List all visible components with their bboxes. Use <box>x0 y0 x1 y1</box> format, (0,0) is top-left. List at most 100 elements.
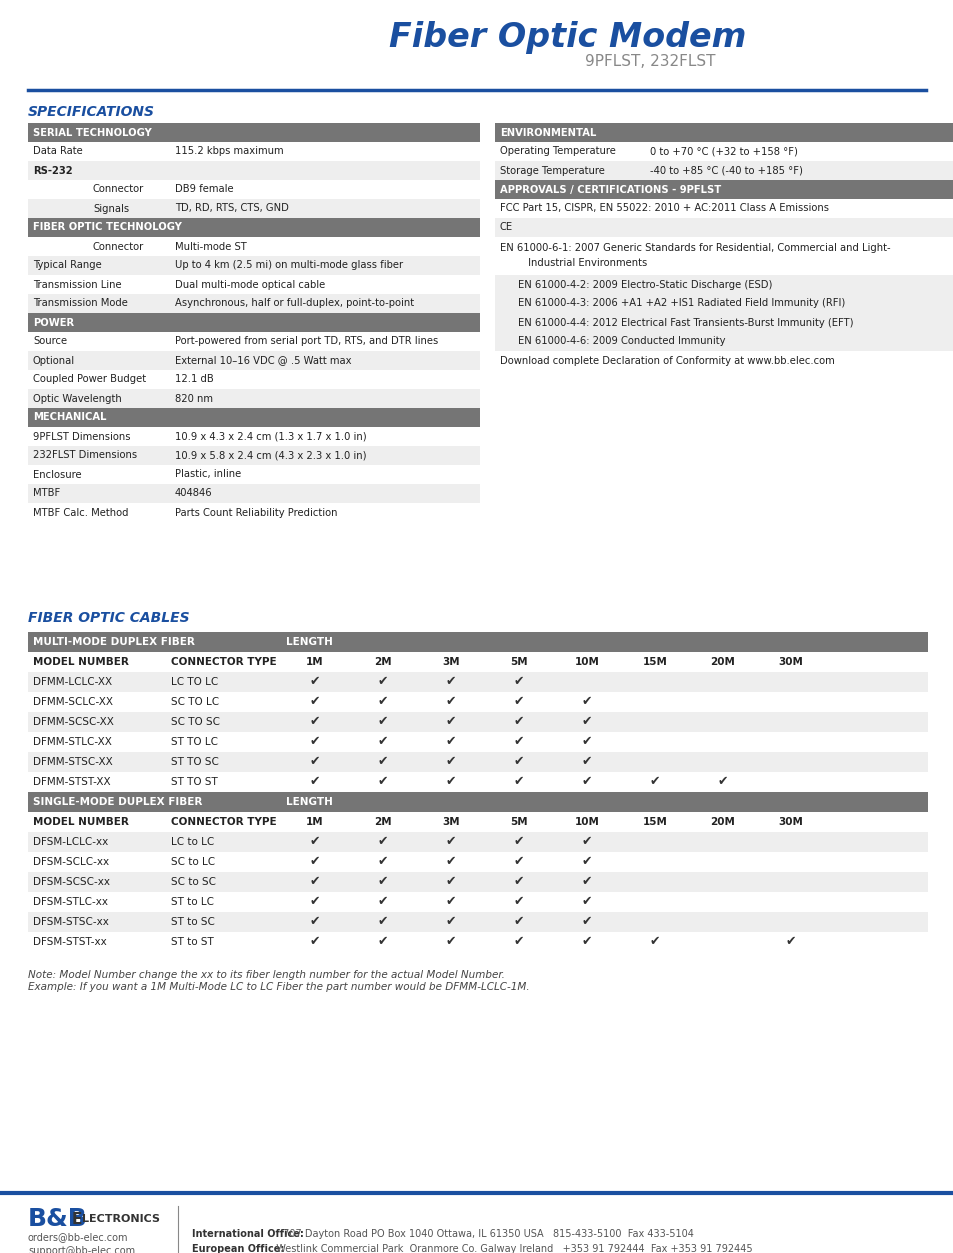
Bar <box>28 732 927 752</box>
Text: External 10–16 VDC @ .5 Watt max: External 10–16 VDC @ .5 Watt max <box>174 356 351 366</box>
Text: 1M: 1M <box>306 657 323 667</box>
Text: DFMM-SCSC-XX: DFMM-SCSC-XX <box>33 717 113 727</box>
Bar <box>495 180 953 199</box>
Text: ✔: ✔ <box>377 836 388 848</box>
Text: Enclosure: Enclosure <box>33 470 82 480</box>
Bar <box>28 408 479 427</box>
Text: 15M: 15M <box>642 657 667 667</box>
Text: POWER: POWER <box>33 317 74 327</box>
Bar <box>28 294 479 313</box>
Text: ✔: ✔ <box>310 736 320 748</box>
Text: Asynchronous, half or full-duplex, point-to-point: Asynchronous, half or full-duplex, point… <box>174 298 414 308</box>
Text: Fiber Optic Modem: Fiber Optic Modem <box>389 21 746 54</box>
Text: ✔: ✔ <box>581 695 592 708</box>
Text: CONNECTOR TYPE: CONNECTOR TYPE <box>171 657 276 667</box>
Text: ✔: ✔ <box>445 916 456 928</box>
Text: DFMM-STST-XX: DFMM-STST-XX <box>33 777 111 787</box>
Text: ✔: ✔ <box>377 736 388 748</box>
Text: ✔: ✔ <box>310 876 320 888</box>
Text: MTBF Calc. Method: MTBF Calc. Method <box>33 507 129 517</box>
Bar <box>28 313 479 332</box>
Text: DFSM-STST-xx: DFSM-STST-xx <box>33 937 107 947</box>
Bar <box>28 712 927 732</box>
Bar <box>28 237 479 256</box>
Text: CE: CE <box>499 223 513 233</box>
Text: MULTI-MODE DUPLEX FIBER: MULTI-MODE DUPLEX FIBER <box>33 637 194 647</box>
Text: EN 61000-4-4: 2012 Electrical Fast Transients-Burst Immunity (EFT): EN 61000-4-4: 2012 Electrical Fast Trans… <box>517 317 853 327</box>
Text: 3M: 3M <box>442 817 459 827</box>
Text: FIBER OPTIC CABLES: FIBER OPTIC CABLES <box>28 611 190 625</box>
Text: ✔: ✔ <box>377 756 388 768</box>
Text: ✔: ✔ <box>310 675 320 688</box>
Text: ✔: ✔ <box>514 776 524 788</box>
Bar <box>28 351 479 370</box>
Text: FIBER OPTIC TECHNOLOGY: FIBER OPTIC TECHNOLOGY <box>33 223 182 233</box>
Text: Transmission Mode: Transmission Mode <box>33 298 128 308</box>
Text: ✔: ✔ <box>377 896 388 908</box>
Text: European Office:: European Office: <box>192 1244 284 1253</box>
Bar <box>28 872 927 892</box>
Text: SINGLE-MODE DUPLEX FIBER: SINGLE-MODE DUPLEX FIBER <box>33 797 202 807</box>
Text: ST TO ST: ST TO ST <box>171 777 217 787</box>
Text: 5M: 5M <box>510 817 527 827</box>
Text: ST to LC: ST to LC <box>171 897 213 907</box>
Text: ✔: ✔ <box>581 876 592 888</box>
Text: Transmission Line: Transmission Line <box>33 279 121 289</box>
Text: DB9 female: DB9 female <box>174 184 233 194</box>
Text: ✔: ✔ <box>581 756 592 768</box>
Bar <box>28 932 927 952</box>
Text: ✔: ✔ <box>581 776 592 788</box>
Text: Plastic, inline: Plastic, inline <box>174 470 241 480</box>
Text: ✔: ✔ <box>377 876 388 888</box>
Text: DFSM-SCSC-xx: DFSM-SCSC-xx <box>33 877 110 887</box>
Text: 3M: 3M <box>442 657 459 667</box>
Text: ✔: ✔ <box>445 695 456 708</box>
Text: ST to ST: ST to ST <box>171 937 213 947</box>
Text: ✔: ✔ <box>514 856 524 868</box>
Text: ✔: ✔ <box>581 736 592 748</box>
Bar <box>28 484 479 502</box>
Text: Up to 4 km (2.5 mi) on multi-mode glass fiber: Up to 4 km (2.5 mi) on multi-mode glass … <box>174 261 403 271</box>
Text: DFMM-SCLC-XX: DFMM-SCLC-XX <box>33 697 112 707</box>
Text: 9PFLST Dimensions: 9PFLST Dimensions <box>33 431 131 441</box>
Text: 5M: 5M <box>510 657 527 667</box>
Text: 20M: 20M <box>710 817 735 827</box>
Text: DFSM-STLC-xx: DFSM-STLC-xx <box>33 897 108 907</box>
Text: MECHANICAL: MECHANICAL <box>33 412 107 422</box>
Text: MTBF: MTBF <box>33 489 60 499</box>
Text: Coupled Power Budget: Coupled Power Budget <box>33 375 146 385</box>
Text: LENGTH: LENGTH <box>286 637 333 647</box>
Text: SERIAL TECHNOLOGY: SERIAL TECHNOLOGY <box>33 128 152 138</box>
Text: MODEL NUMBER: MODEL NUMBER <box>33 657 129 667</box>
Bar <box>28 652 927 672</box>
Text: ✔: ✔ <box>445 836 456 848</box>
Text: DFMM-STSC-XX: DFMM-STSC-XX <box>33 757 112 767</box>
Text: 10M: 10M <box>574 657 598 667</box>
Text: ✔: ✔ <box>377 715 388 728</box>
Text: EN 61000-4-6: 2009 Conducted Immunity: EN 61000-4-6: 2009 Conducted Immunity <box>517 337 724 347</box>
Text: International Office:: International Office: <box>192 1229 304 1239</box>
Text: ✔: ✔ <box>377 695 388 708</box>
Bar <box>28 792 927 812</box>
Bar <box>495 160 953 180</box>
Text: MODEL NUMBER: MODEL NUMBER <box>33 817 129 827</box>
Bar <box>28 160 479 180</box>
Text: ✔: ✔ <box>445 715 456 728</box>
Text: ✔: ✔ <box>310 836 320 848</box>
Text: Port-powered from serial port TD, RTS, and DTR lines: Port-powered from serial port TD, RTS, a… <box>174 337 437 347</box>
Bar <box>28 199 479 218</box>
Text: E: E <box>71 1212 82 1227</box>
Text: 12.1 dB: 12.1 dB <box>174 375 213 385</box>
Text: SC TO SC: SC TO SC <box>171 717 220 727</box>
Bar <box>28 632 927 652</box>
Text: ✔: ✔ <box>581 916 592 928</box>
Text: ✔: ✔ <box>581 936 592 949</box>
Bar <box>28 752 927 772</box>
Text: ST TO SC: ST TO SC <box>171 757 218 767</box>
Text: Connector: Connector <box>92 242 144 252</box>
Bar <box>28 852 927 872</box>
Text: TD, RD, RTS, CTS, GND: TD, RD, RTS, CTS, GND <box>174 203 289 213</box>
Text: ✔: ✔ <box>377 675 388 688</box>
Text: 820 nm: 820 nm <box>174 393 213 403</box>
Bar <box>28 465 479 484</box>
